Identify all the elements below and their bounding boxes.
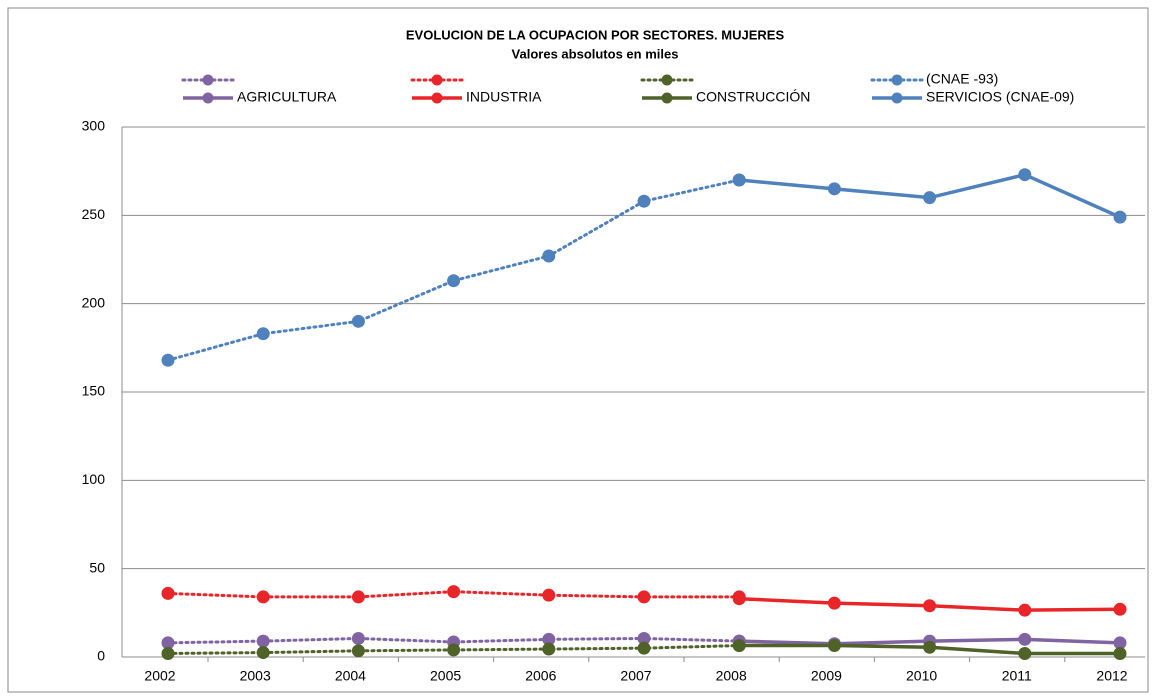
legend-label: AGRICULTURA xyxy=(237,89,337,105)
data-point xyxy=(1113,210,1127,224)
data-point xyxy=(923,640,937,654)
data-point xyxy=(1018,646,1032,660)
data-point xyxy=(161,636,175,650)
legend-label: CONSTRUCCIÓN xyxy=(696,89,810,105)
x-tick-label: 2012 xyxy=(1096,668,1127,684)
chart-title: EVOLUCION DE LA OCUPACION POR SECTORES. … xyxy=(406,27,785,42)
data-point xyxy=(542,642,556,656)
chart-frame xyxy=(7,7,1149,693)
data-point xyxy=(637,590,651,604)
data-point xyxy=(827,596,841,610)
data-point xyxy=(923,599,937,613)
legend-marker xyxy=(661,92,673,104)
y-tick-label: 300 xyxy=(82,118,106,134)
data-point xyxy=(542,588,556,602)
y-tick-label: 250 xyxy=(82,206,106,222)
data-point xyxy=(637,631,651,645)
data-point xyxy=(923,191,937,205)
y-tick-label: 200 xyxy=(82,294,106,310)
data-point xyxy=(1018,603,1032,617)
data-point xyxy=(542,249,556,263)
legend-marker xyxy=(661,74,673,86)
data-point xyxy=(351,631,365,645)
x-tick-label: 2002 xyxy=(144,668,175,684)
x-tick-label: 2003 xyxy=(240,668,271,684)
data-point xyxy=(637,194,651,208)
x-tick-label: 2008 xyxy=(716,668,747,684)
data-point xyxy=(161,646,175,660)
legend-label: INDUSTRIA xyxy=(466,89,542,105)
legend-marker xyxy=(891,92,903,104)
data-point xyxy=(351,644,365,658)
data-point xyxy=(1018,168,1032,182)
data-point xyxy=(732,173,746,187)
x-tick-label: 2009 xyxy=(811,668,842,684)
data-point xyxy=(1113,602,1127,616)
data-point xyxy=(732,592,746,606)
legend-marker xyxy=(202,74,214,86)
data-point xyxy=(256,646,270,660)
data-point xyxy=(161,586,175,600)
data-point xyxy=(827,182,841,196)
data-point xyxy=(827,639,841,653)
y-tick-label: 150 xyxy=(82,383,106,399)
x-tick-label: 2007 xyxy=(620,668,651,684)
data-point xyxy=(447,585,461,599)
x-tick-label: 2005 xyxy=(430,668,461,684)
x-tick-label: 2004 xyxy=(335,668,366,684)
y-tick-label: 50 xyxy=(89,559,105,575)
data-point xyxy=(161,353,175,367)
x-tick-label: 2006 xyxy=(525,668,556,684)
data-point xyxy=(256,327,270,341)
y-tick-label: 0 xyxy=(97,648,105,664)
legend-label: (CNAE -93) xyxy=(926,71,998,87)
chart-subtitle: Valores absolutos en miles xyxy=(512,46,679,61)
x-tick-label: 2010 xyxy=(906,668,937,684)
data-point xyxy=(447,643,461,657)
data-point xyxy=(542,632,556,646)
data-point xyxy=(256,590,270,604)
legend-marker xyxy=(202,92,214,104)
data-point xyxy=(1113,646,1127,660)
y-tick-label: 100 xyxy=(82,471,106,487)
data-point xyxy=(637,641,651,655)
legend-label: SERVICIOS (CNAE-09) xyxy=(926,89,1074,105)
legend-marker xyxy=(431,74,443,86)
legend-marker xyxy=(431,92,443,104)
data-point xyxy=(447,274,461,288)
data-point xyxy=(256,634,270,648)
data-point xyxy=(351,590,365,604)
data-point xyxy=(1018,632,1032,646)
legend-marker xyxy=(891,74,903,86)
data-point xyxy=(732,639,746,653)
data-point xyxy=(1113,636,1127,650)
data-point xyxy=(351,314,365,328)
x-tick-label: 2011 xyxy=(1002,668,1032,684)
